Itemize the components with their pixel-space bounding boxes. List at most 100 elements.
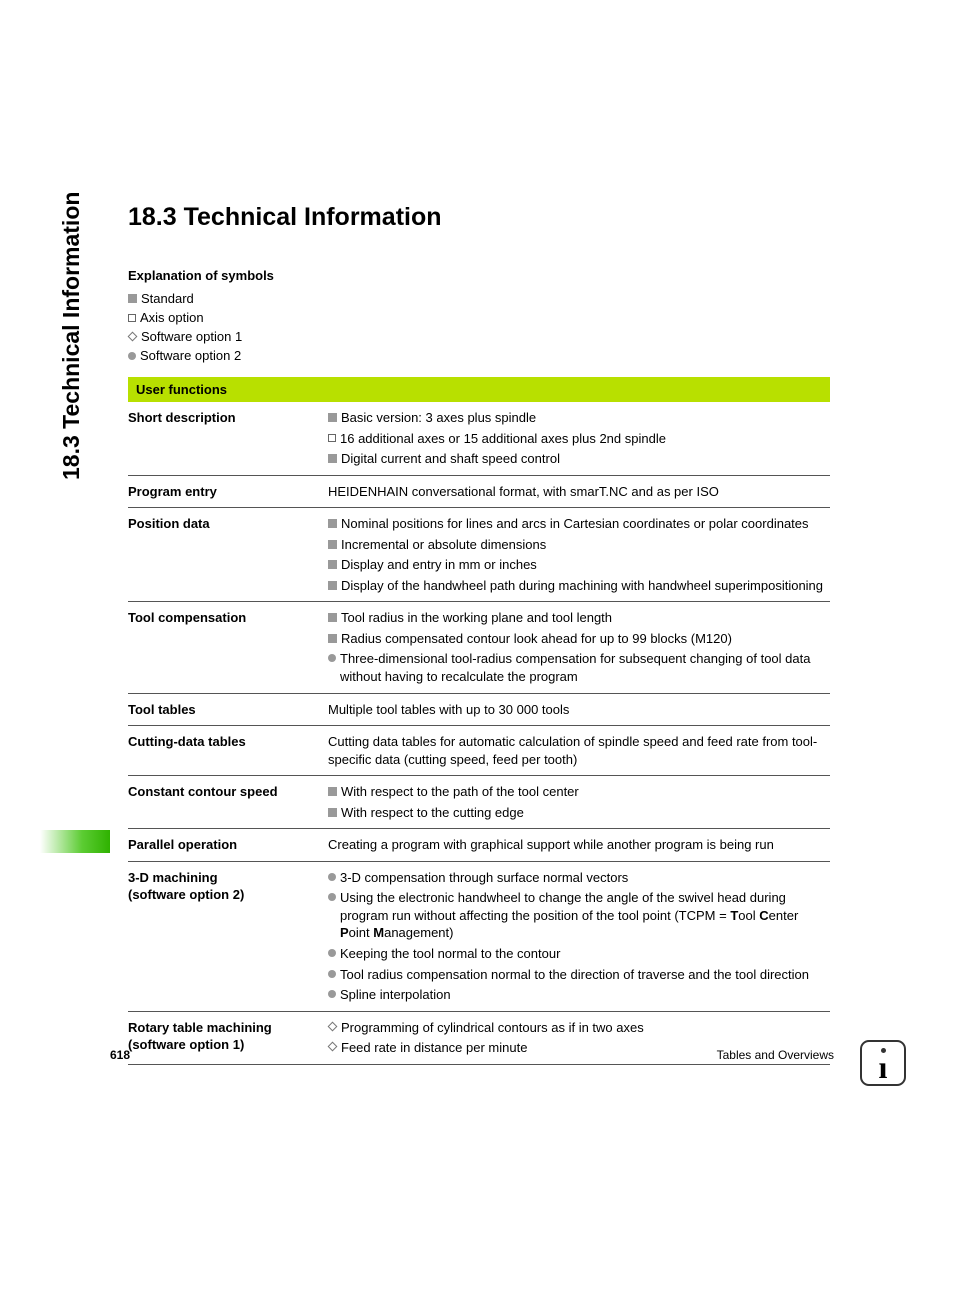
circ-icon (328, 990, 336, 998)
row-value: Basic version: 3 axes plus spindle 16 add… (328, 402, 830, 475)
footer-section: Tables and Overviews (717, 1048, 834, 1062)
list-item-text: 16 additional axes or 15 additional axes… (340, 430, 826, 448)
sq-filled-icon (328, 454, 337, 463)
table-row: Cutting-data tablesCutting data tables f… (128, 726, 830, 776)
list-item-text: 3-D compensation through surface normal … (340, 869, 826, 887)
list-item-text: Programming of cylindrical contours as i… (341, 1019, 826, 1037)
circ-icon (128, 352, 136, 360)
table-row: Short descriptionBasic version: 3 axes p… (128, 402, 830, 475)
page-heading: 18.3 Technical Information (128, 203, 830, 232)
row-value: Tool radius in the working plane and too… (328, 602, 830, 693)
table-row: 3-D machining(software option 2) 3-D comp… (128, 861, 830, 1011)
row-value: With respect to the path of the tool cen… (328, 776, 830, 829)
page-footer: 618 Tables and Overviews (110, 1048, 834, 1062)
sq-hollow-icon (328, 434, 336, 442)
page-number: 618 (110, 1048, 130, 1062)
row-value: 3-D compensation through surface normal … (328, 861, 830, 1011)
list-item-text: Using the electronic handwheel to change… (340, 889, 826, 942)
symbol-line: Standard (128, 291, 830, 306)
circ-icon (328, 654, 336, 662)
list-item: Radius compensated contour look ahead fo… (328, 630, 826, 648)
row-value: Multiple tool tables with up to 30 000 t… (328, 693, 830, 726)
sq-filled-icon (328, 413, 337, 422)
dia-hollow-icon (128, 332, 138, 342)
circ-icon (328, 949, 336, 957)
symbol-text: Software option 1 (141, 329, 242, 344)
list-item-text: Tool radius compensation normal to the d… (340, 966, 826, 984)
list-item: 3-D compensation through surface normal … (328, 869, 826, 887)
table-row: Program entryHEIDENHAIN conversational f… (128, 475, 830, 508)
list-item: Basic version: 3 axes plus spindle (328, 409, 826, 427)
circ-icon (328, 873, 336, 881)
list-item: 16 additional axes or 15 additional axes… (328, 430, 826, 448)
row-label: Tool compensation (128, 602, 328, 693)
table-row: Tool tablesMultiple tool tables with up … (128, 693, 830, 726)
circ-icon (328, 970, 336, 978)
list-item: Display of the handwheel path during mac… (328, 577, 826, 595)
explanation-title: Explanation of symbols (128, 268, 830, 283)
row-label: Cutting-data tables (128, 726, 328, 776)
list-item-text: Radius compensated contour look ahead fo… (341, 630, 826, 648)
list-item-text: Incremental or absolute dimensions (341, 536, 826, 554)
list-item: Digital current and shaft speed control (328, 450, 826, 468)
list-item-text: With respect to the cutting edge (341, 804, 826, 822)
row-label: Constant contour speed (128, 776, 328, 829)
list-item: With respect to the path of the tool cen… (328, 783, 826, 801)
sq-filled-icon (328, 519, 337, 528)
row-label: Position data (128, 508, 328, 602)
row-value: Creating a program with graphical suppor… (328, 829, 830, 862)
row-value: HEIDENHAIN conversational format, with s… (328, 475, 830, 508)
table-row: Parallel operationCreating a program wit… (128, 829, 830, 862)
symbol-text: Standard (141, 291, 194, 306)
list-item-text: Tool radius in the working plane and too… (341, 609, 826, 627)
symbol-line: Axis option (128, 310, 830, 325)
sq-filled-icon (328, 808, 337, 817)
sq-hollow-icon (128, 314, 136, 322)
list-item-text: Digital current and shaft speed control (341, 450, 826, 468)
row-label: Parallel operation (128, 829, 328, 862)
symbol-text: Axis option (140, 310, 204, 325)
list-item-text: Display and entry in mm or inches (341, 556, 826, 574)
sq-filled-icon (328, 613, 337, 622)
sq-filled-icon (328, 581, 337, 590)
list-item: Nominal positions for lines and arcs in … (328, 515, 826, 533)
row-label: Short description (128, 402, 328, 475)
table-row: Position data Nominal positions for lines… (128, 508, 830, 602)
page-content: 18.3 Technical Information Explanation o… (128, 203, 830, 1065)
list-item: Using the electronic handwheel to change… (328, 889, 826, 942)
list-item: Tool radius compensation normal to the d… (328, 966, 826, 984)
sq-filled-icon (328, 560, 337, 569)
user-functions-table: Short descriptionBasic version: 3 axes p… (128, 402, 830, 1065)
table-row: Tool compensation Tool radius in the work… (128, 602, 830, 693)
list-item: With respect to the cutting edge (328, 804, 826, 822)
list-item: Tool radius in the working plane and too… (328, 609, 826, 627)
explanation-list: Standard Axis option Software option 1 Soft… (128, 291, 830, 363)
row-label: Tool tables (128, 693, 328, 726)
list-item: Incremental or absolute dimensions (328, 536, 826, 554)
sq-filled-icon (128, 294, 137, 303)
row-value: Cutting data tables for automatic calcul… (328, 726, 830, 776)
list-item-text: Basic version: 3 axes plus spindle (341, 409, 826, 427)
row-label: 3-D machining(software option 2) (128, 861, 328, 1011)
list-item: Spline interpolation (328, 986, 826, 1004)
list-item-text: Three-dimensional tool-radius compensati… (340, 650, 826, 685)
list-item: Programming of cylindrical contours as i… (328, 1019, 826, 1037)
info-icon: ı (860, 1040, 906, 1086)
sq-filled-icon (328, 787, 337, 796)
circ-icon (328, 893, 336, 901)
list-item-text: Keeping the tool normal to the contour (340, 945, 826, 963)
symbol-text: Software option 2 (140, 348, 241, 363)
table-row: Constant contour speedWith respect to th… (128, 776, 830, 829)
list-item-text: Nominal positions for lines and arcs in … (341, 515, 826, 533)
dia-hollow-icon (328, 1021, 338, 1031)
row-label: Program entry (128, 475, 328, 508)
row-value: Nominal positions for lines and arcs in … (328, 508, 830, 602)
side-section-title: 18.3 Technical Information (58, 192, 85, 480)
symbol-line: Software option 2 (128, 348, 830, 363)
list-item: Display and entry in mm or inches (328, 556, 826, 574)
side-tab-marker (40, 830, 110, 853)
list-item-text: Spline interpolation (340, 986, 826, 1004)
list-item: Keeping the tool normal to the contour (328, 945, 826, 963)
table-header: User functions (128, 377, 830, 402)
sq-filled-icon (328, 540, 337, 549)
